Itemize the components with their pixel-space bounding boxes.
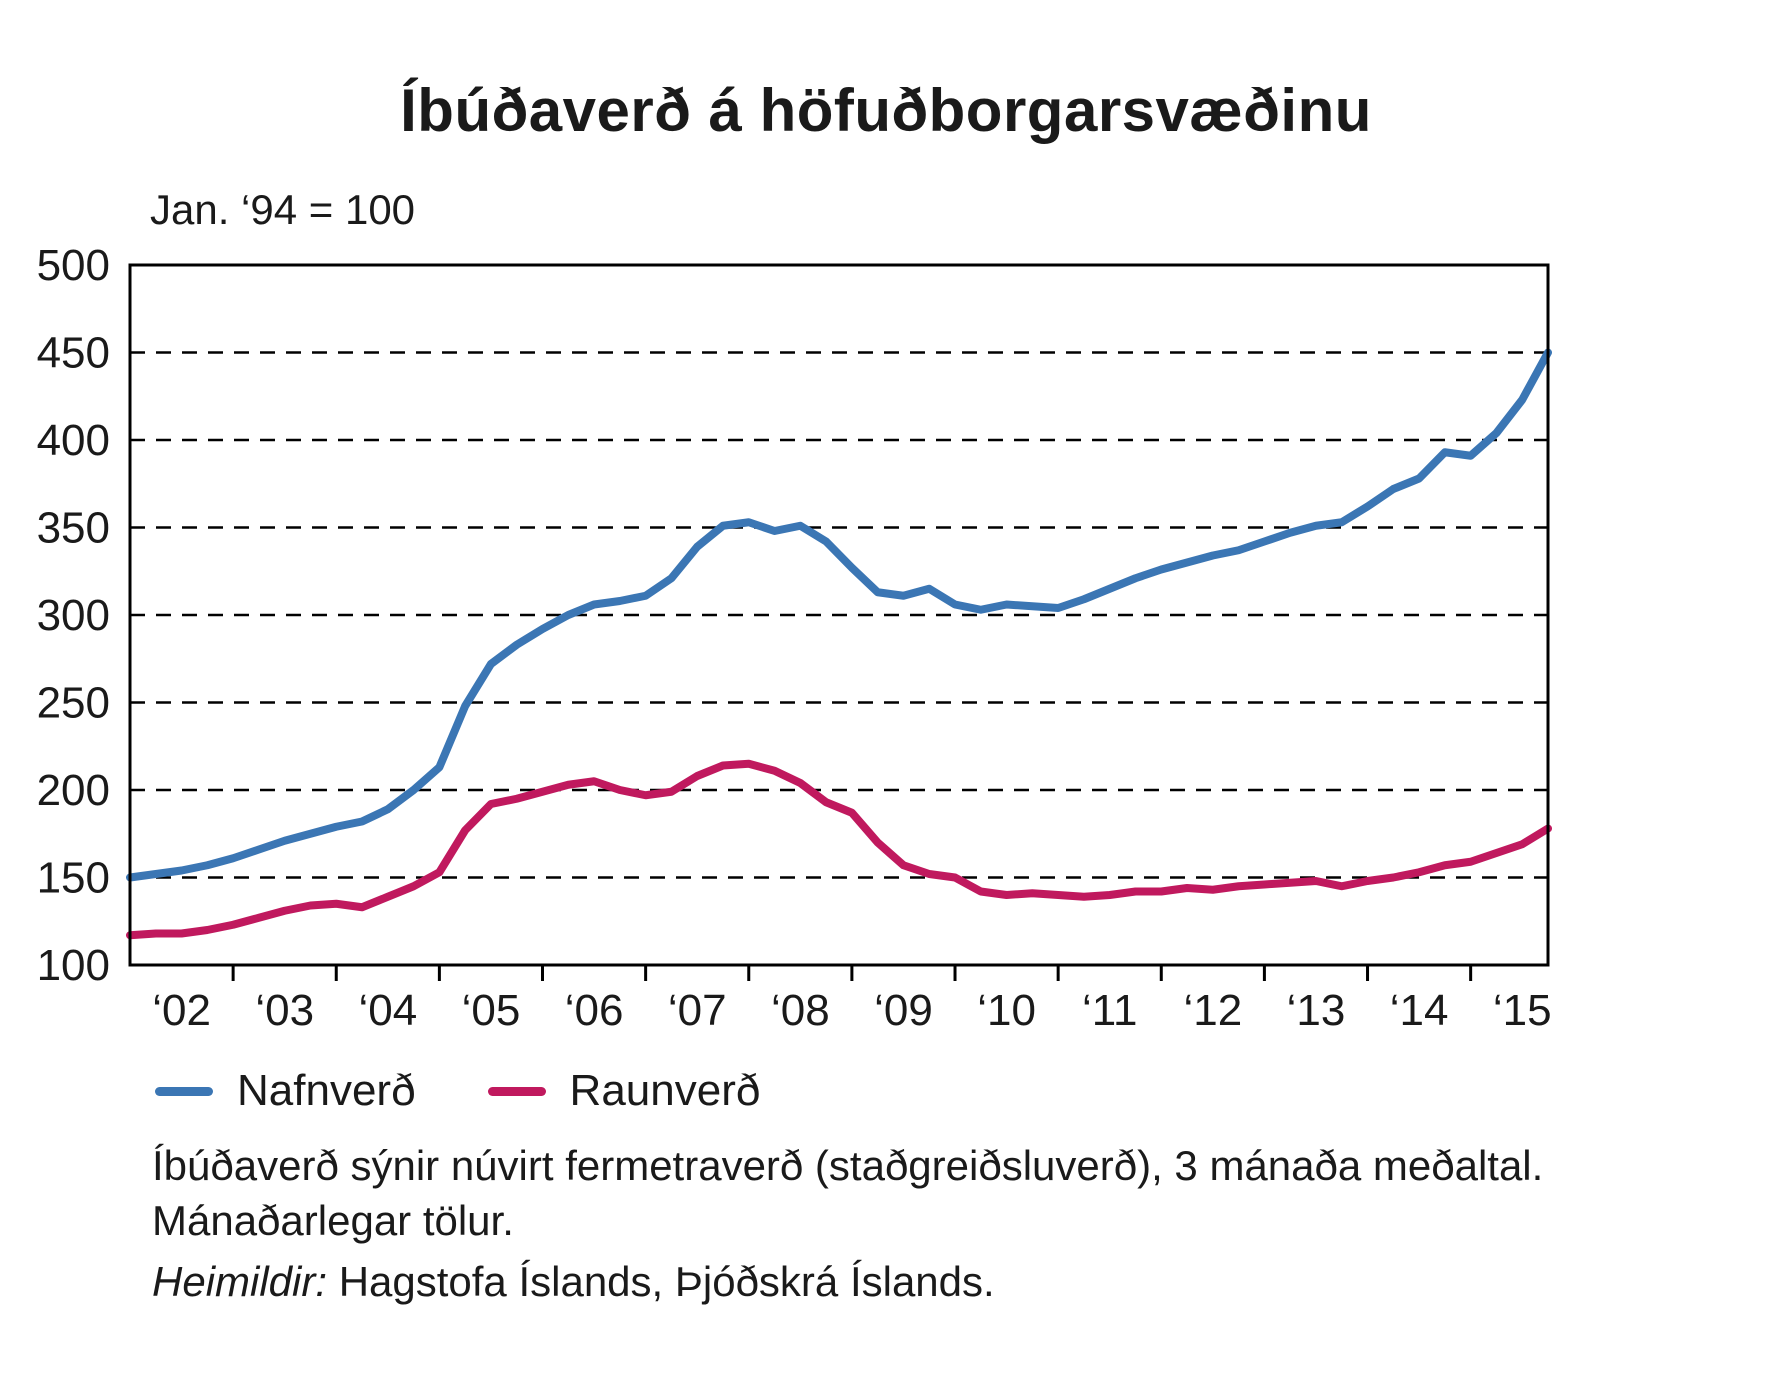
source-label: Heimildir: xyxy=(152,1258,328,1305)
x-axis-label: ‘09 xyxy=(874,986,933,1035)
chart-title: Íbúðaverð á höfuðborgarsvæðinu xyxy=(400,77,1372,144)
x-axis-label: ‘12 xyxy=(1183,986,1242,1035)
y-axis-label: 250 xyxy=(37,679,110,728)
y-axis-label: 350 xyxy=(37,504,110,553)
x-axis-label: ‘02 xyxy=(152,986,211,1035)
plot-area: 100 150 200 250 300 350 400 450 500 ‘02 ‘03 ‘04 ‘05 ‘… xyxy=(0,235,1772,1045)
legend-item-raunverd: Raunverð xyxy=(487,1066,761,1116)
x-axis-label: ‘11 xyxy=(1082,986,1137,1035)
line-chart: 100 150 200 250 300 350 400 450 500 ‘02 ‘03 ‘04 ‘05 ‘… xyxy=(37,241,1552,1035)
nafnverd-line-swatch xyxy=(155,1086,213,1096)
x-axis-label: ‘13 xyxy=(1287,986,1346,1035)
source-line: Heimildir: Hagstofa Íslands, Þjóðskrá Ís… xyxy=(152,1258,995,1306)
footnote-line-2: Mánaðarlegar tölur. xyxy=(152,1197,514,1245)
x-axis-label: ‘05 xyxy=(462,986,521,1035)
footnote-line-1: Íbúðaverð sýnir núvirt fermetraverð (sta… xyxy=(152,1142,1544,1189)
y-axis-label: 450 xyxy=(37,329,110,378)
series-line-nafnverd xyxy=(126,348,1552,882)
x-axis-label: ‘08 xyxy=(771,986,830,1035)
footnotes: Íbúðaverð sýnir núvirt fermetraverð (sta… xyxy=(152,1138,1543,1249)
index-base-note: Jan. ‘94 = 100 xyxy=(150,186,416,233)
x-axis-label: ‘07 xyxy=(668,986,727,1035)
y-axis-label: 300 xyxy=(37,591,110,640)
x-axis-label: ‘04 xyxy=(358,986,417,1035)
plot-border xyxy=(128,263,1550,967)
y-axis-label: 200 xyxy=(37,766,110,815)
series-line-raunverd xyxy=(126,759,1552,940)
y-axis-label: 500 xyxy=(37,241,110,290)
source-text: Hagstofa Íslands, Þjóðskrá Íslands. xyxy=(338,1258,995,1305)
y-axis-label: 400 xyxy=(37,416,110,465)
legend-item-nafnverd: Nafnverð xyxy=(155,1066,416,1116)
y-axis-label: 100 xyxy=(37,941,110,990)
x-axis-label: ‘06 xyxy=(565,986,624,1035)
legend-label-nafnverd: Nafnverð xyxy=(237,1066,416,1115)
x-axis-label: ‘10 xyxy=(977,986,1036,1035)
x-axis-label: ‘14 xyxy=(1390,986,1449,1035)
x-axis-label: ‘03 xyxy=(255,986,314,1035)
x-axis-label: ‘15 xyxy=(1493,986,1552,1035)
legend-label-raunverd: Raunverð xyxy=(569,1066,761,1115)
legend: Nafnverð Raunverð xyxy=(155,1066,760,1116)
raunverd-line-swatch xyxy=(487,1086,546,1096)
y-axis-label: 150 xyxy=(37,854,110,903)
